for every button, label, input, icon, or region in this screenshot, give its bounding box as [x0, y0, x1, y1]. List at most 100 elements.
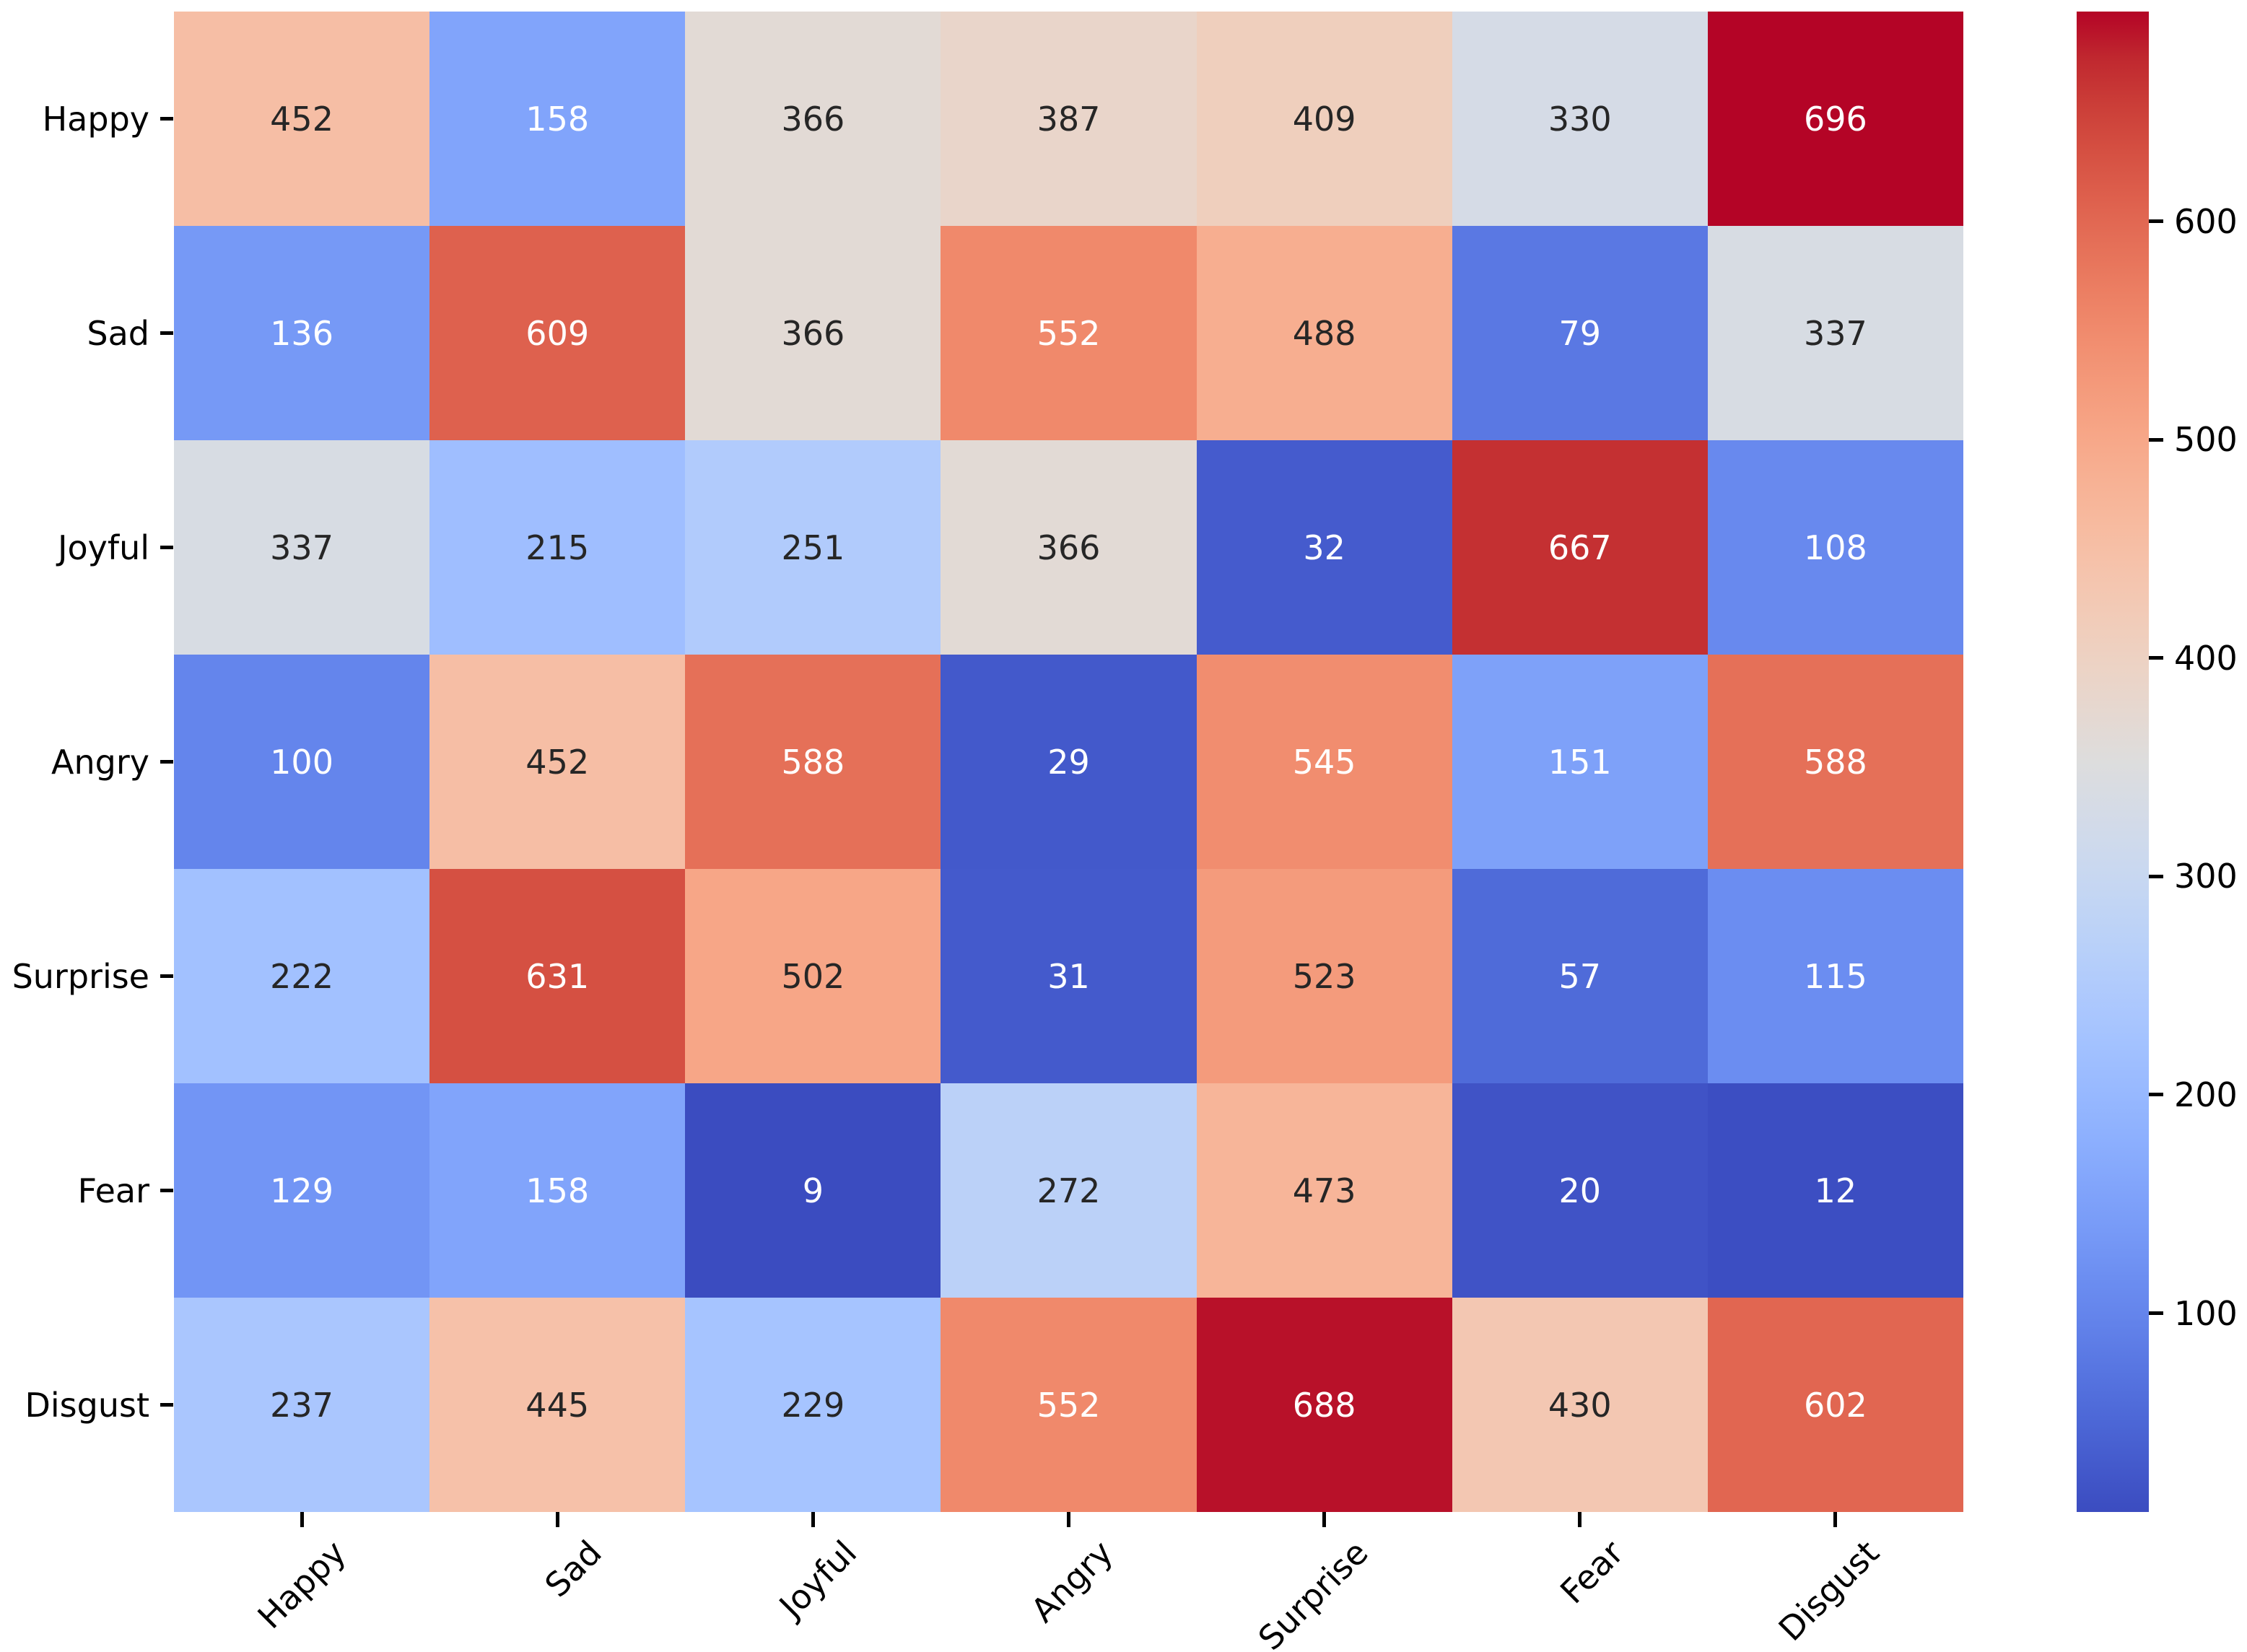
y-tick-mark: [160, 546, 173, 549]
cell-value: 545: [1292, 742, 1356, 782]
y-tick-mark: [160, 760, 173, 764]
cell-value: 272: [1037, 1171, 1101, 1210]
heatmap-cell: 151: [1452, 655, 1708, 869]
cell-value: 158: [525, 99, 590, 139]
heatmap-cell: 387: [941, 12, 1197, 226]
colorbar-tick-label: 600: [2174, 201, 2238, 241]
heatmap-cell: 609: [429, 226, 686, 440]
colorbar-tick-mark: [2149, 437, 2163, 442]
cell-value: 366: [781, 313, 845, 353]
cell-value: 452: [270, 99, 333, 139]
x-tick-mark: [1833, 1512, 1838, 1527]
cell-value: 688: [1292, 1385, 1356, 1425]
colorbar-tick-mark: [2149, 874, 2163, 878]
heatmap-cell: 488: [1196, 226, 1452, 440]
cell-value: 57: [1558, 956, 1602, 996]
heatmap-grid: 452 158 366 387 409 330 696 136 609 366 552 488 79 33…: [174, 12, 1963, 1512]
cell-value: 552: [1037, 1385, 1101, 1425]
heatmap-cell: 588: [685, 655, 941, 869]
y-tick-label: Surprise: [12, 956, 149, 996]
x-tick-mark: [555, 1512, 559, 1527]
cell-value: 31: [1047, 956, 1090, 996]
cell-value: 696: [1804, 99, 1867, 139]
y-tick-label: Angry: [51, 742, 149, 782]
y-tick-mark: [160, 974, 173, 978]
heatmap-cell: 667: [1452, 440, 1708, 655]
cell-value: 20: [1558, 1171, 1602, 1210]
heatmap-cell: 79: [1452, 226, 1708, 440]
cell-value: 588: [781, 742, 845, 782]
y-tick-label: Joyful: [57, 528, 149, 567]
heatmap-cell: 688: [1196, 1298, 1452, 1512]
cell-value: 409: [1292, 99, 1356, 139]
heatmap-cell: 366: [685, 12, 941, 226]
colorbar-tick-label: 400: [2174, 638, 2238, 678]
heatmap-cell: 57: [1452, 869, 1708, 1083]
heatmap-cell: 330: [1452, 12, 1708, 226]
colorbar-tick-label: 300: [2174, 857, 2238, 896]
cell-value: 12: [1814, 1171, 1857, 1210]
cell-value: 523: [1292, 956, 1356, 996]
y-tick-label: Fear: [77, 1171, 149, 1210]
x-tick-mark: [811, 1512, 815, 1527]
heatmap-cell: 129: [174, 1083, 430, 1298]
cell-value: 229: [781, 1385, 845, 1425]
cell-value: 32: [1303, 528, 1345, 567]
heatmap-cell: 158: [429, 1083, 686, 1298]
heatmap-cell: 502: [685, 869, 941, 1083]
colorbar-tick-mark: [2149, 1093, 2163, 1097]
heatmap-cell: 552: [941, 226, 1197, 440]
heatmap-cell: 272: [941, 1083, 1197, 1298]
heatmap-cell: 366: [941, 440, 1197, 655]
cell-value: 215: [525, 528, 590, 567]
heatmap-cell: 20: [1452, 1083, 1708, 1298]
colorbar-gradient: [2077, 12, 2149, 1512]
x-tick-mark: [300, 1512, 304, 1527]
heatmap-cell: 473: [1196, 1083, 1452, 1298]
heatmap-cell: 29: [941, 655, 1197, 869]
heatmap-cell: 12: [1707, 1083, 1963, 1298]
cell-value: 366: [1037, 528, 1101, 567]
colorbar-tick-mark: [2149, 1311, 2163, 1316]
y-tick-label: Happy: [42, 99, 149, 139]
y-tick-label: Sad: [87, 313, 149, 353]
heatmap-cell: 136: [174, 226, 430, 440]
x-tick-mark: [1322, 1512, 1327, 1527]
heatmap-cell: 545: [1196, 655, 1452, 869]
y-tick-mark: [160, 1189, 173, 1192]
cell-value: 222: [270, 956, 333, 996]
x-tick-label: Disgust: [1771, 1533, 1888, 1649]
heatmap-cell: 366: [685, 226, 941, 440]
cell-value: 79: [1558, 313, 1602, 353]
x-tick-label: Surprise: [1250, 1533, 1376, 1652]
cell-value: 588: [1804, 742, 1867, 782]
x-tick-label: Fear: [1553, 1533, 1631, 1612]
heatmap-cell: 523: [1196, 869, 1452, 1083]
cell-value: 667: [1548, 528, 1612, 567]
x-tick-label: Sad: [536, 1533, 609, 1605]
heatmap-cell: 452: [174, 12, 430, 226]
heatmap-cell: 158: [429, 12, 686, 226]
cell-value: 609: [525, 313, 590, 353]
heatmap-cell: 602: [1707, 1298, 1963, 1512]
cell-value: 387: [1037, 99, 1101, 139]
colorbar-tick-mark: [2149, 219, 2163, 223]
heatmap-cell: 32: [1196, 440, 1452, 655]
cell-value: 9: [802, 1171, 824, 1210]
cell-value: 445: [525, 1385, 590, 1425]
cell-value: 136: [270, 313, 333, 353]
cell-value: 129: [270, 1171, 333, 1210]
x-tick-label: Angry: [1023, 1533, 1120, 1630]
heatmap-cell: 552: [941, 1298, 1197, 1512]
heatmap-cell: 588: [1707, 655, 1963, 869]
cell-value: 330: [1548, 99, 1612, 139]
colorbar-tick-label: 100: [2174, 1293, 2238, 1333]
heatmap-cell: 108: [1707, 440, 1963, 655]
heatmap-cell: 251: [685, 440, 941, 655]
heatmap-cell: 337: [174, 440, 430, 655]
heatmap-cell: 100: [174, 655, 430, 869]
x-tick-mark: [1067, 1512, 1070, 1527]
cell-value: 452: [525, 742, 590, 782]
cell-value: 237: [270, 1385, 333, 1425]
